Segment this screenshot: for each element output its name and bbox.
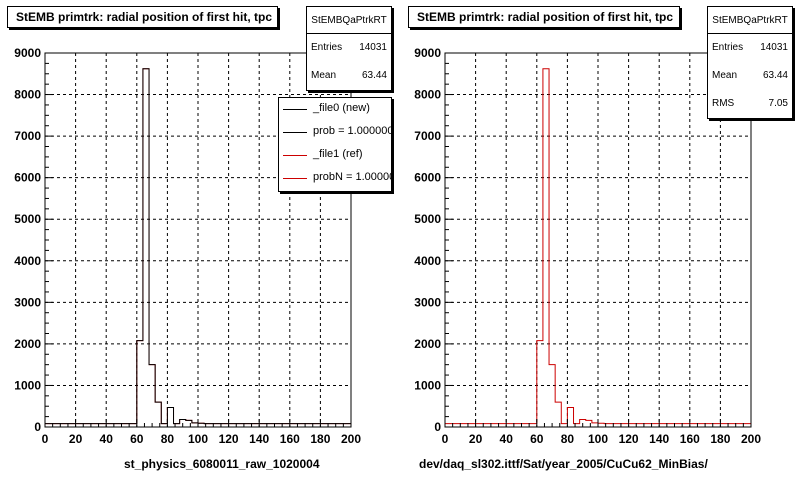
histogram-series-line <box>445 68 751 425</box>
right-stats-entries-value: 14031 <box>760 42 788 53</box>
y-tick-label: 7000 <box>14 129 41 143</box>
y-tick-label: 3000 <box>414 295 441 309</box>
left-stats-box: StEMBQaPtrkRT Entries 14031 Mean 63.44 <box>306 6 392 91</box>
x-tick-label: 180 <box>710 432 730 446</box>
y-tick-label: 8000 <box>14 88 41 102</box>
x-tick-label: 120 <box>219 432 239 446</box>
legend-label: prob = 1.000000 <box>313 125 392 137</box>
x-tick-label: 40 <box>500 432 514 446</box>
right-stats-rms-value: 7.05 <box>768 98 788 109</box>
y-tick-label: 6000 <box>14 171 41 185</box>
y-tick-label: 2000 <box>414 337 441 351</box>
y-tick-label: 5000 <box>414 212 441 226</box>
x-tick-label: 60 <box>530 432 544 446</box>
y-tick-label: 3000 <box>14 295 41 309</box>
right-stats-name: StEMBQaPtrkRT <box>708 7 792 34</box>
legend-label: _file0 (new) <box>313 102 370 114</box>
legend-line-swatch <box>283 155 307 156</box>
right-histogram-panel: 0 20 40 60 80 100 120 140 160 180 200 0 1000 2000 3000… <box>400 0 800 480</box>
legend-entry: prob = 1.000000 <box>279 121 391 144</box>
x-tick-label: 180 <box>310 432 330 446</box>
x-tick-label: 160 <box>680 432 700 446</box>
x-tick-label: 120 <box>619 432 639 446</box>
left-stats-mean-value: 63.44 <box>361 70 387 81</box>
legend-line-swatch <box>283 132 307 133</box>
legend-label: _file1 (ref) <box>313 148 363 160</box>
y-tick-label: 1000 <box>14 378 41 392</box>
left-histogram-panel: 0 20 40 60 80 100 120 140 160 180 200 0 1000 2000 3000… <box>7 6 392 471</box>
x-tick-label: 100 <box>588 432 608 446</box>
x-tick-label: 0 <box>442 432 449 446</box>
legend-box: _file0 (new) prob = 1.000000 _file1 (ref… <box>278 97 392 192</box>
legend-label: probN = 1.000000 <box>313 171 391 183</box>
legend-line-swatch <box>283 109 307 110</box>
right-x-caption: dev/daq_sl302.ittf/Sat/year_2005/CuCu62_… <box>419 457 708 471</box>
legend-entry: _file0 (new) <box>279 98 391 121</box>
right-stats-mean-value: 63.44 <box>762 70 788 81</box>
left-stats-entries-value: 14031 <box>359 42 387 53</box>
y-tick-label: 5000 <box>14 212 41 226</box>
right-histogram-plot: 0 20 40 60 80 100 120 140 160 180 2000100020003000… <box>414 46 761 446</box>
legend-entry: probN = 1.000000 <box>279 167 391 190</box>
x-tick-label: 80 <box>561 432 575 446</box>
y-tick-label: 2000 <box>14 337 41 351</box>
x-tick-label: 140 <box>249 432 269 446</box>
left-stats-name: StEMBQaPtrkRT <box>307 7 391 34</box>
y-tick-label: 8000 <box>414 88 441 102</box>
histogram-series-line <box>45 68 351 425</box>
x-tick-label: 200 <box>341 432 361 446</box>
y-tick-label: 6000 <box>414 171 441 185</box>
y-tick-label: 4000 <box>414 254 441 268</box>
left-stats-mean-label: Mean <box>311 70 337 81</box>
left-histogram-plot: 0 20 40 60 80 100 120 140 160 180 2000100020003000… <box>14 46 361 446</box>
x-tick-label: 100 <box>188 432 208 446</box>
right-stats-rms-label: RMS <box>712 98 735 109</box>
y-tick-label: 7000 <box>414 129 441 143</box>
x-tick-label: 160 <box>280 432 300 446</box>
right-stats-box: StEMBQaPtrkRT Entries 14031 Mean 63.44 R… <box>707 6 793 119</box>
x-tick-label: 80 <box>161 432 175 446</box>
y-tick-label: 4000 <box>14 254 41 268</box>
right-plot-title: StEMB primtrk: radial position of first … <box>408 6 680 28</box>
y-tick-label: 0 <box>434 420 441 434</box>
left-stats-entries-label: Entries <box>311 42 343 53</box>
y-tick-label: 0 <box>34 420 41 434</box>
legend-line-swatch <box>283 178 307 179</box>
x-tick-label: 140 <box>649 432 669 446</box>
x-tick-label: 20 <box>69 432 83 446</box>
y-tick-label: 9000 <box>14 46 41 60</box>
x-tick-label: 0 <box>42 432 49 446</box>
right-stats-mean-label: Mean <box>712 70 738 81</box>
x-tick-label: 40 <box>100 432 114 446</box>
left-plot-title: StEMB primtrk: radial position of first … <box>7 6 278 28</box>
left-x-caption: st_physics_6080011_raw_1020004 <box>124 457 320 471</box>
x-tick-label: 20 <box>469 432 483 446</box>
y-tick-label: 1000 <box>414 378 441 392</box>
y-tick-label: 9000 <box>414 46 441 60</box>
legend-entry: _file1 (ref) <box>279 144 391 167</box>
x-tick-label: 200 <box>741 432 761 446</box>
right-stats-entries-label: Entries <box>712 42 744 53</box>
x-tick-label: 60 <box>130 432 144 446</box>
